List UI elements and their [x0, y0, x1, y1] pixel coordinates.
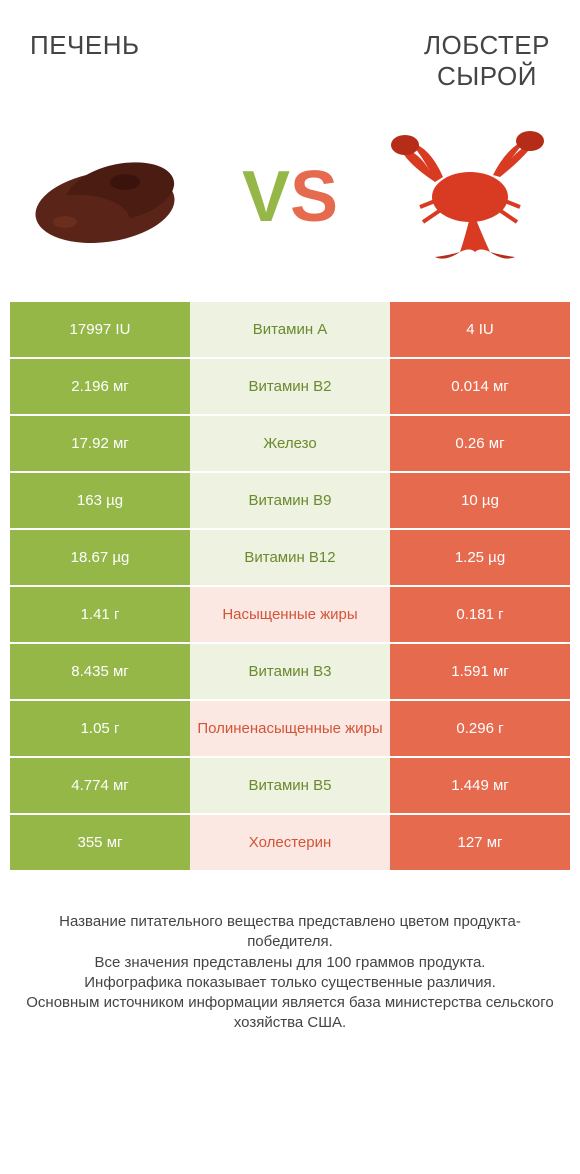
- vs-s: S: [290, 157, 338, 237]
- liver-image: [20, 122, 210, 272]
- cell-nutrient-label: Насыщенные жиры: [190, 587, 390, 642]
- cell-nutrient-label: Витамин B2: [190, 359, 390, 414]
- cell-right-value: 1.591 мг: [390, 644, 570, 699]
- cell-left-value: 4.774 мг: [10, 758, 190, 813]
- cell-nutrient-label: Витамин B9: [190, 473, 390, 528]
- vs-label: VS: [242, 156, 338, 238]
- table-row: 17.92 мгЖелезо0.26 мг: [10, 416, 570, 473]
- footer-line2: Все значения представлены для 100 граммо…: [20, 953, 560, 973]
- cell-nutrient-label: Холестерин: [190, 815, 390, 870]
- cell-right-value: 127 мг: [390, 815, 570, 870]
- cell-left-value: 2.196 мг: [10, 359, 190, 414]
- right-title-line1: ЛОБСТЕР: [424, 30, 550, 61]
- table-row: 8.435 мгВитамин B31.591 мг: [10, 644, 570, 701]
- table-row: 18.67 µgВитамин B121.25 µg: [10, 530, 570, 587]
- cell-left-value: 8.435 мг: [10, 644, 190, 699]
- cell-left-value: 1.05 г: [10, 701, 190, 756]
- footer-line1: Название питательного вещества представл…: [20, 912, 560, 953]
- header: ПЕЧЕНЬ ЛОБСТЕР СЫРОЙ: [0, 0, 580, 102]
- cell-nutrient-label: Витамин B5: [190, 758, 390, 813]
- footer-notes: Название питательного вещества представл…: [0, 872, 580, 1034]
- cell-right-value: 0.296 г: [390, 701, 570, 756]
- comparison-table: 17997 IUВитамин A4 IU2.196 мгВитамин B20…: [10, 302, 570, 872]
- cell-right-value: 10 µg: [390, 473, 570, 528]
- cell-nutrient-label: Витамин B3: [190, 644, 390, 699]
- cell-right-value: 0.26 мг: [390, 416, 570, 471]
- cell-left-value: 18.67 µg: [10, 530, 190, 585]
- table-row: 1.05 гПолиненасыщенные жиры0.296 г: [10, 701, 570, 758]
- cell-right-value: 1.449 мг: [390, 758, 570, 813]
- table-row: 2.196 мгВитамин B20.014 мг: [10, 359, 570, 416]
- table-row: 1.41 гНасыщенные жиры0.181 г: [10, 587, 570, 644]
- footer-line3: Инфографика показывает только существенн…: [20, 973, 560, 993]
- table-row: 163 µgВитамин B910 µg: [10, 473, 570, 530]
- footer-line4: Основным источником информации является …: [20, 993, 560, 1034]
- cell-nutrient-label: Железо: [190, 416, 390, 471]
- table-row: 4.774 мгВитамин B51.449 мг: [10, 758, 570, 815]
- right-product-title: ЛОБСТЕР СЫРОЙ: [424, 30, 550, 92]
- cell-right-value: 0.181 г: [390, 587, 570, 642]
- cell-right-value: 0.014 мг: [390, 359, 570, 414]
- cell-nutrient-label: Полиненасыщенные жиры: [190, 701, 390, 756]
- cell-nutrient-label: Витамин B12: [190, 530, 390, 585]
- vs-v: V: [242, 157, 290, 237]
- cell-left-value: 355 мг: [10, 815, 190, 870]
- cell-left-value: 163 µg: [10, 473, 190, 528]
- table-row: 17997 IUВитамин A4 IU: [10, 302, 570, 359]
- cell-left-value: 1.41 г: [10, 587, 190, 642]
- lobster-image: [370, 122, 560, 272]
- cell-left-value: 17.92 мг: [10, 416, 190, 471]
- cell-left-value: 17997 IU: [10, 302, 190, 357]
- images-row: VS: [0, 102, 580, 302]
- right-title-line2: СЫРОЙ: [424, 61, 550, 92]
- cell-nutrient-label: Витамин A: [190, 302, 390, 357]
- cell-right-value: 4 IU: [390, 302, 570, 357]
- table-row: 355 мгХолестерин127 мг: [10, 815, 570, 872]
- cell-right-value: 1.25 µg: [390, 530, 570, 585]
- left-product-title: ПЕЧЕНЬ: [30, 30, 140, 61]
